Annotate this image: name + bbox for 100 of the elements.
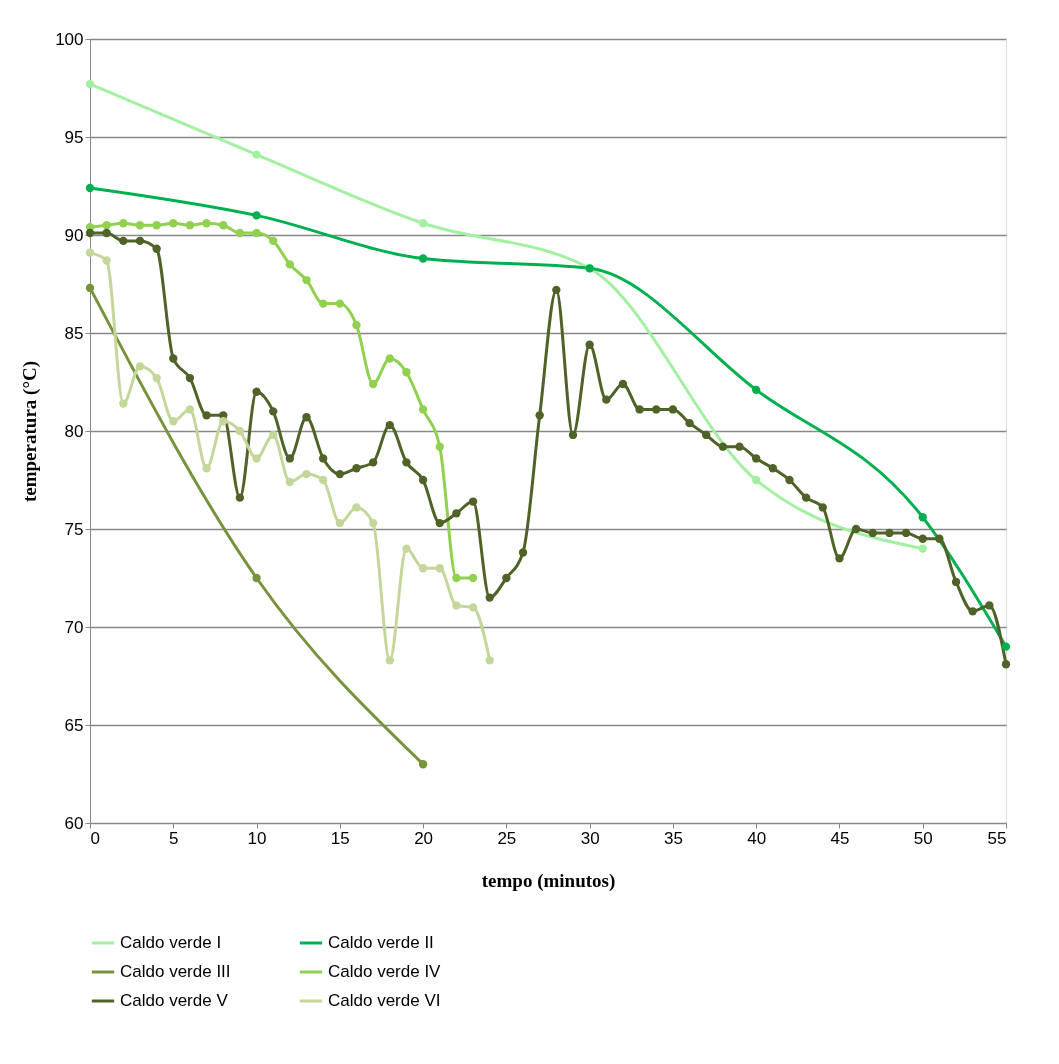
point <box>185 405 195 414</box>
point <box>468 603 478 612</box>
point <box>418 219 428 228</box>
point <box>851 524 861 534</box>
point <box>502 573 511 583</box>
point <box>418 254 428 263</box>
point <box>418 405 428 414</box>
point <box>402 544 411 553</box>
y-axis-title: temperatura (°C) <box>19 360 42 503</box>
legend-label: Caldo verde V <box>120 991 229 1010</box>
x-tick-label: 30 <box>580 828 600 848</box>
point <box>169 219 178 228</box>
x-axis-title: tempo (minutos) <box>481 869 616 892</box>
point <box>318 299 328 308</box>
y-tick-label: 90 <box>64 225 84 245</box>
point <box>752 475 761 485</box>
x-tick-label: 35 <box>663 828 683 848</box>
x-tick-label: 50 <box>913 828 933 848</box>
point <box>618 379 628 389</box>
x-tick-label: 15 <box>330 828 350 848</box>
point <box>452 573 461 583</box>
y-tick-label: 70 <box>64 617 84 637</box>
point <box>918 544 927 553</box>
point <box>202 464 211 473</box>
point <box>335 469 344 479</box>
point <box>152 221 161 230</box>
point <box>285 477 295 487</box>
x-tick-label: 45 <box>830 828 850 848</box>
point <box>285 454 295 463</box>
point <box>169 354 178 363</box>
point <box>119 219 128 228</box>
legend-label: Caldo verde I <box>120 933 222 952</box>
point <box>335 299 344 308</box>
point <box>152 373 161 383</box>
point <box>418 760 428 769</box>
point <box>252 573 261 583</box>
point <box>785 475 794 485</box>
legend-label: Caldo verde VI <box>328 991 441 1010</box>
point <box>185 221 195 230</box>
point <box>985 601 994 610</box>
point <box>918 534 927 543</box>
point <box>335 518 344 528</box>
point <box>368 518 378 528</box>
point <box>169 417 178 426</box>
point <box>768 464 778 473</box>
point <box>735 442 744 451</box>
point <box>901 528 911 538</box>
point <box>951 577 961 587</box>
point <box>418 564 428 573</box>
point <box>568 430 578 440</box>
point <box>468 497 478 506</box>
point <box>302 275 311 285</box>
point <box>702 430 711 440</box>
point <box>152 244 161 253</box>
point <box>285 260 295 269</box>
point <box>235 493 245 502</box>
y-tick-label: 80 <box>64 421 84 441</box>
y-tick-label: 60 <box>64 813 84 833</box>
point <box>235 228 245 238</box>
point <box>119 236 128 246</box>
point <box>202 411 211 420</box>
point <box>435 564 444 573</box>
x-tick-label: 20 <box>414 828 434 848</box>
point <box>352 503 361 512</box>
point <box>652 405 661 414</box>
point <box>402 458 411 467</box>
point <box>352 464 361 473</box>
x-tick-label: 55 <box>987 828 1007 848</box>
point <box>85 283 95 293</box>
legend-label: Caldo verde III <box>120 962 231 981</box>
y-tick-label: 75 <box>64 519 84 539</box>
point <box>252 387 261 396</box>
point <box>668 405 678 414</box>
point <box>102 221 111 230</box>
point <box>318 475 328 485</box>
point <box>269 236 278 246</box>
point <box>801 493 811 502</box>
point <box>252 454 261 463</box>
point <box>1001 642 1011 651</box>
point <box>718 442 728 451</box>
point <box>518 548 528 557</box>
y-tick-label: 100 <box>55 29 84 49</box>
point <box>269 407 278 416</box>
point <box>252 211 261 220</box>
point <box>219 221 228 230</box>
point <box>102 228 111 238</box>
point <box>318 454 328 463</box>
point <box>485 656 494 665</box>
point <box>352 320 361 330</box>
point <box>468 573 478 583</box>
point <box>368 379 378 389</box>
point <box>135 221 145 230</box>
point <box>119 399 128 408</box>
point <box>418 475 428 485</box>
point <box>685 418 694 428</box>
point <box>202 219 211 228</box>
point <box>85 248 95 257</box>
point <box>269 430 278 440</box>
point <box>1001 660 1011 669</box>
x-tick-label: 25 <box>497 828 517 848</box>
